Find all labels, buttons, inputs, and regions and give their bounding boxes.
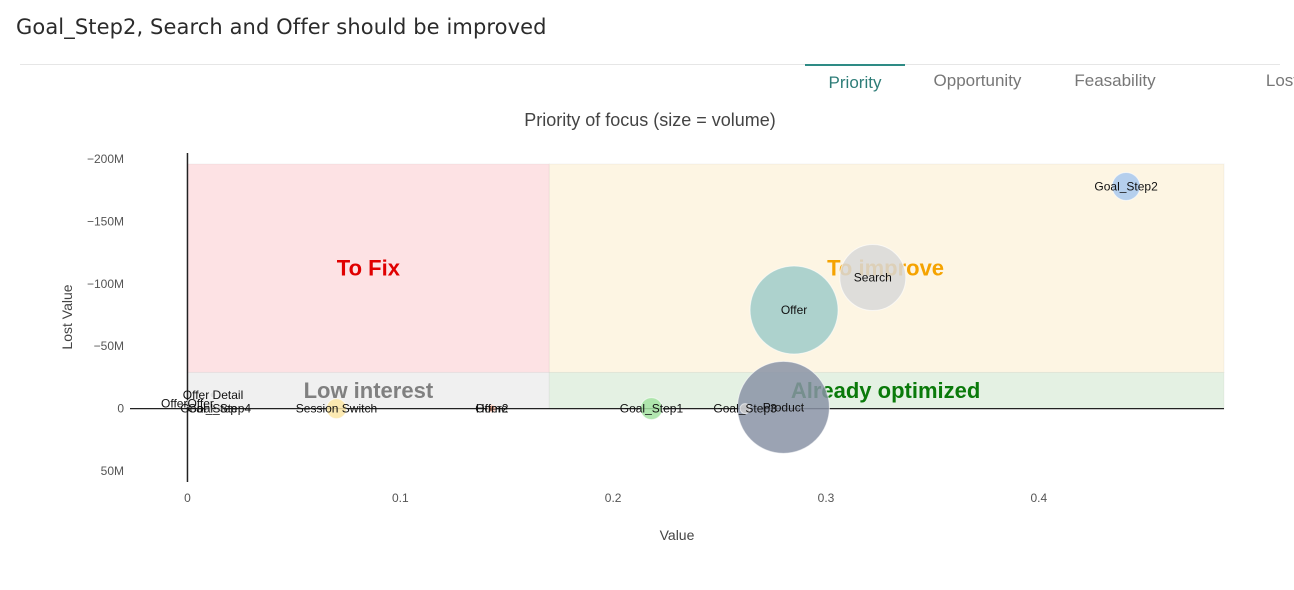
bubble-product — [736, 360, 830, 454]
point-label-product: Product — [763, 400, 805, 414]
priority-chart: Priority of focus (size = volume) To Fix… — [59, 110, 1225, 543]
tab-lost[interactable]: Lost — [1265, 71, 1294, 90]
x-tick-label: 0 — [184, 491, 191, 505]
y-tick-label: 50M — [101, 464, 124, 478]
zone-to-fix — [186, 163, 550, 373]
x-tick-label: 0.4 — [1030, 491, 1047, 505]
point-label-offer: Offer — [781, 303, 807, 317]
point-label-goal_step4: Goal_Step4 — [188, 402, 252, 416]
page-title: Goal_Step2, Search and Offer should be i… — [16, 15, 547, 39]
point-label-goal_step: Goal_Step — [180, 402, 237, 416]
tab-priority[interactable]: Priority — [805, 64, 905, 100]
tab-opportunity[interactable]: Opportunity — [933, 71, 1022, 90]
bubble-goal_step4 — [215, 405, 223, 413]
title-divider — [20, 64, 1280, 65]
x-axis-label: Value — [660, 527, 695, 543]
bubble-offer2 — [488, 405, 496, 413]
bubble-offeroffer — [183, 400, 191, 408]
tab-bar: Priority Opportunity Feasability Lost — [805, 64, 1294, 100]
bubble-offer-detail — [209, 391, 217, 399]
point-label-offer2: Offer2 — [475, 402, 508, 416]
chart-title: Priority of focus (size = volume) — [524, 110, 776, 130]
bubble-goal_step3 — [739, 403, 751, 415]
point-label-home: Home — [476, 402, 508, 416]
bubble-goal_step — [205, 405, 213, 413]
bubble-search — [839, 244, 907, 312]
x-tick-label: 0.3 — [818, 491, 835, 505]
x-tick-label: 0.2 — [605, 491, 622, 505]
bubble-goal_step2 — [1111, 171, 1141, 201]
y-tick-label: −100M — [87, 277, 124, 291]
y-tick-label: −200M — [87, 152, 124, 166]
point-label-offeroffer: OfferOffer — [161, 397, 214, 411]
point-label-search: Search — [854, 271, 892, 285]
bubble-offer — [749, 265, 839, 355]
axes-layer: 0 0.1 0.2 0.3 0.4 −200M −150M −100M −50M 0 50M — [87, 152, 1224, 505]
x-tick-label: 0.1 — [392, 491, 409, 505]
y-tick-label: −50M — [94, 339, 124, 353]
point-label-goal_step3: Goal_Step3 — [713, 402, 777, 416]
point-label-goal_step1: Goal_Step1 — [620, 402, 684, 416]
zone-label-to-fix: To Fix — [337, 256, 401, 281]
point-label-goal_step2: Goal_Step2 — [1094, 179, 1158, 193]
y-tick-label: 0 — [117, 402, 124, 416]
tab-feasability[interactable]: Feasability — [1074, 71, 1156, 90]
y-axis-label: Lost Value — [59, 284, 75, 349]
y-tick-label: −150M — [87, 214, 124, 228]
point-label-session-switch: Session Switch — [296, 402, 377, 416]
point-label-offer-detail: Offer Detail — [183, 388, 243, 402]
bubble-session-switch — [325, 398, 347, 420]
bubble-goal_step1 — [639, 397, 663, 421]
zone-label-low-interest: Low interest — [304, 378, 434, 403]
